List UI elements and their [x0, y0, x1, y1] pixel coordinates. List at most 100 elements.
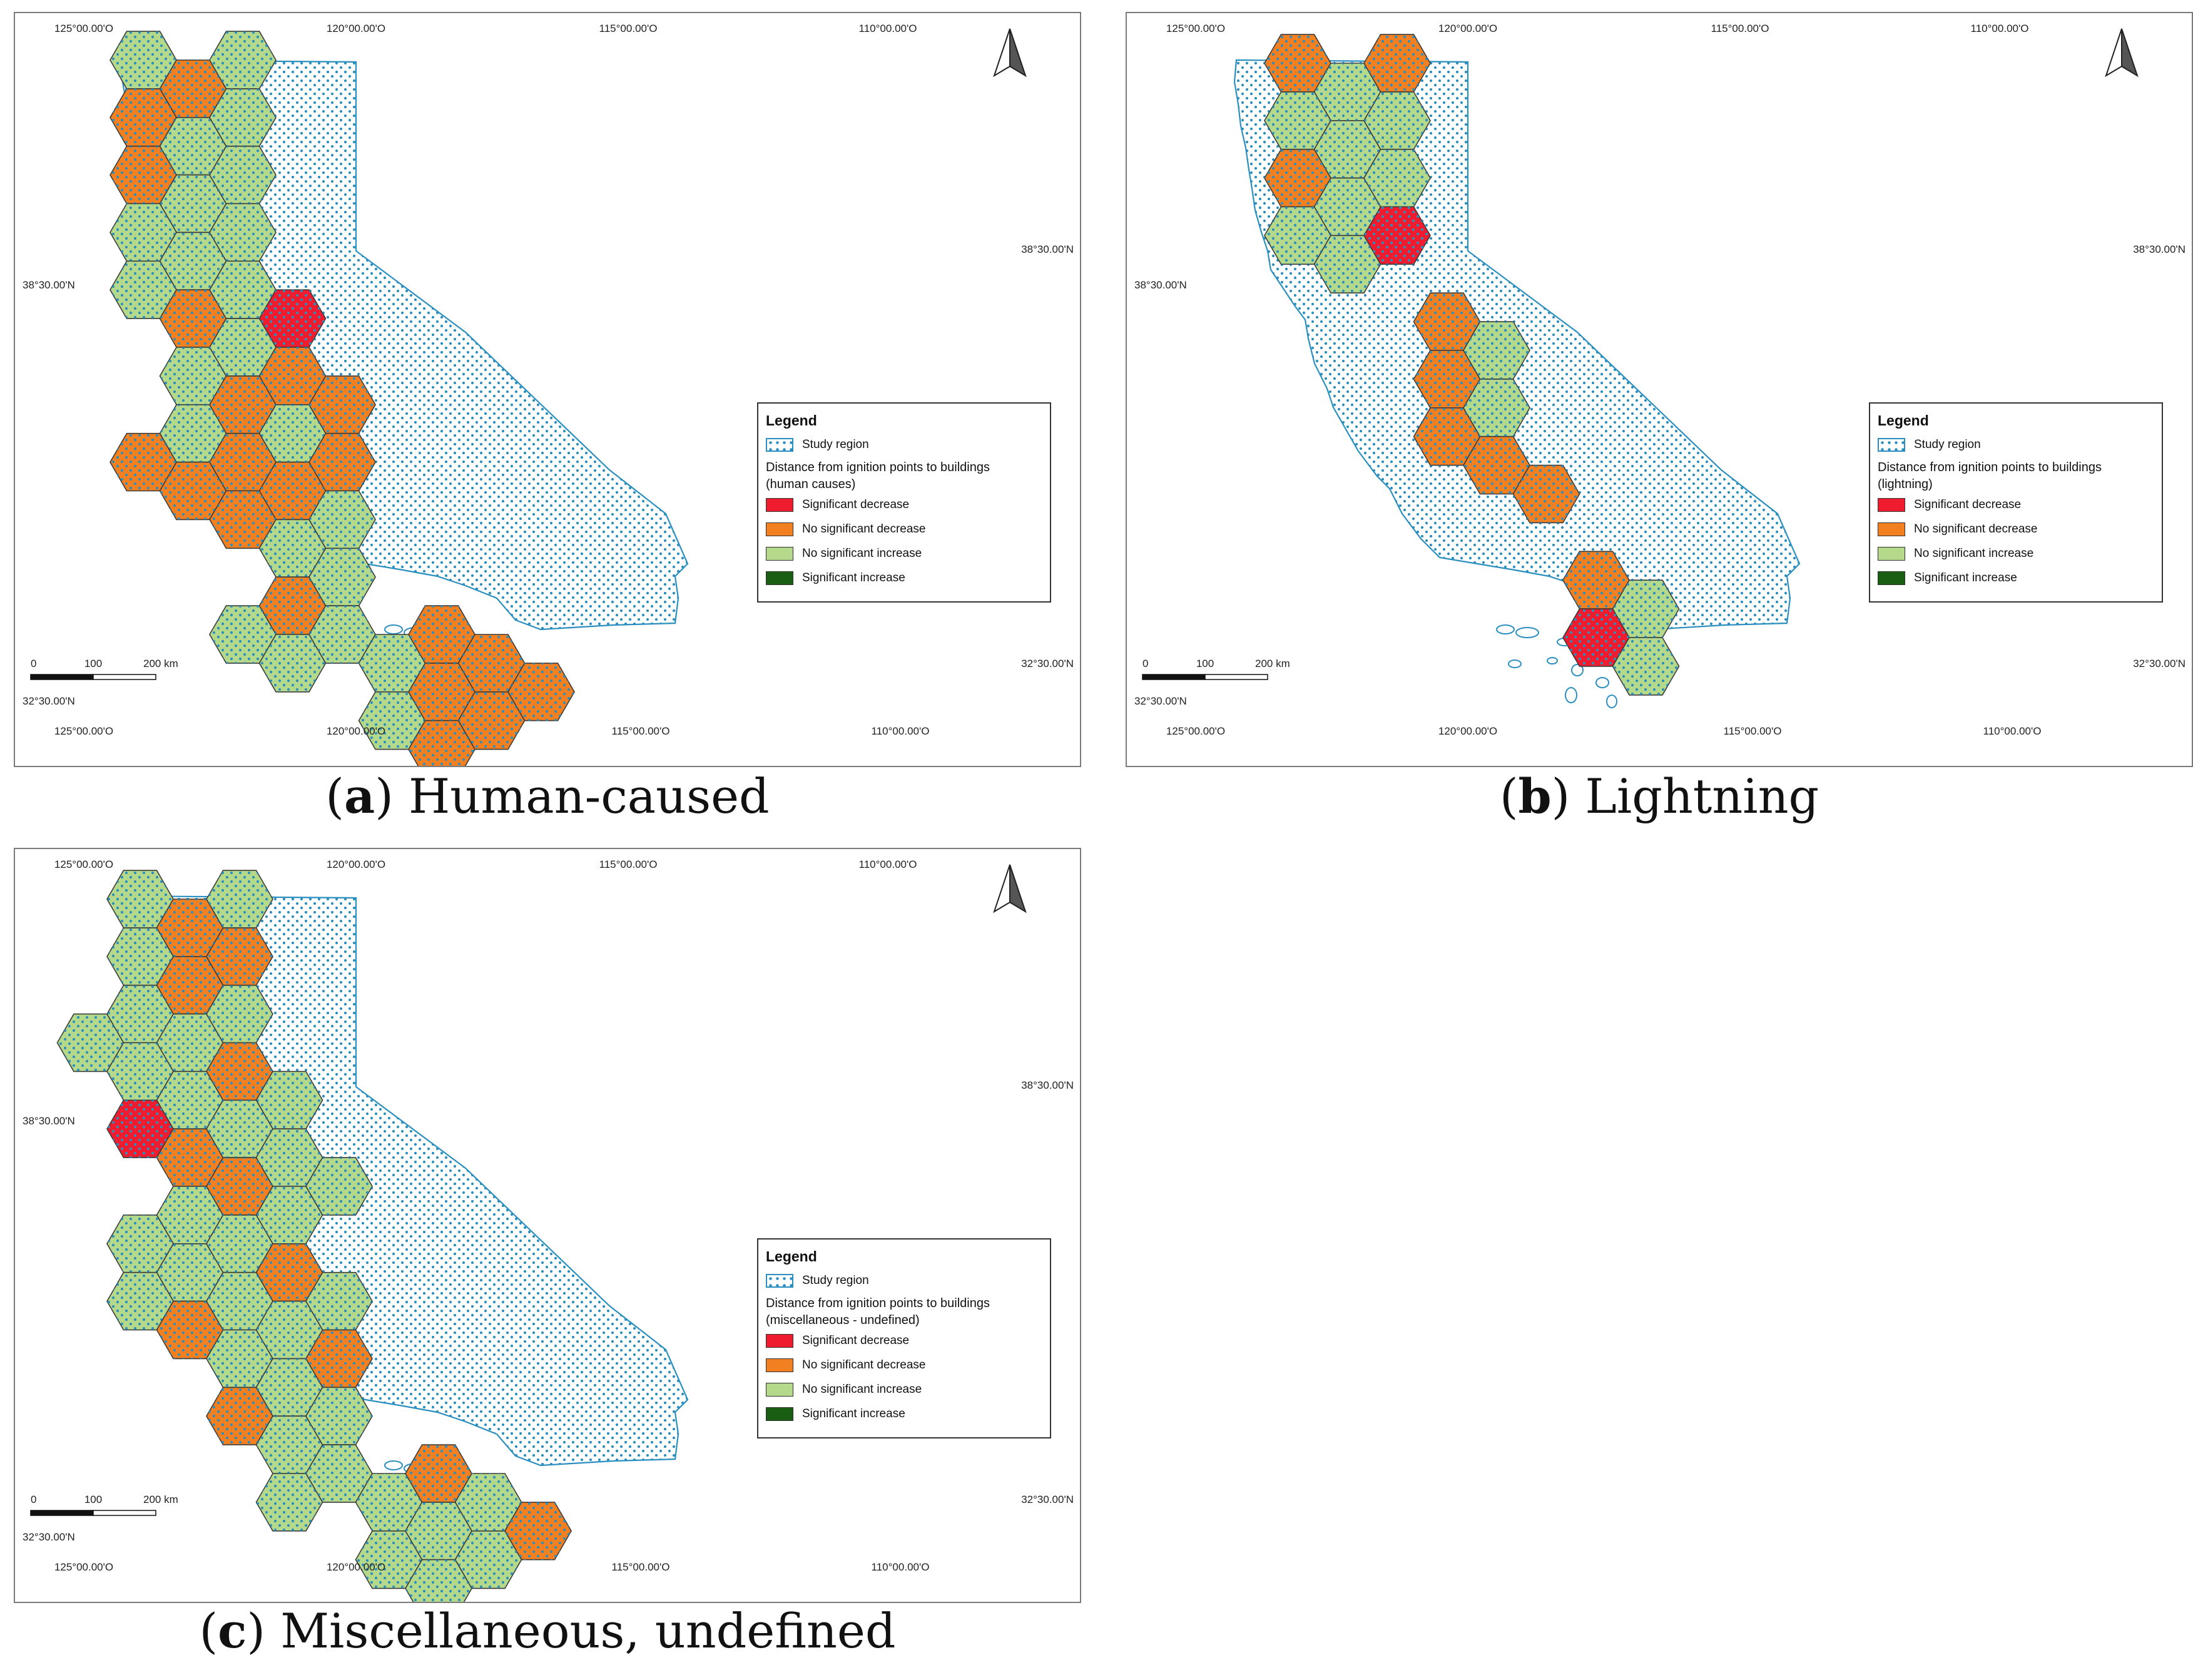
legend-study-label: Study region [1914, 438, 1981, 451]
lon-label-bottom: 110°00.00'O [1983, 725, 2042, 737]
lon-label-bottom: 115°00.00'O [612, 725, 670, 737]
hex-dot-overlay [160, 60, 226, 118]
hex-dot-overlay [210, 203, 276, 262]
lon-label-top: 125°00.00'O [54, 23, 113, 34]
hex-dot-overlay [107, 927, 173, 985]
hex-dot-overlay [309, 491, 375, 549]
legend-box: Legend Study region Distance from igniti… [757, 402, 1051, 603]
swatch-significant-increase [766, 1407, 793, 1421]
lon-label-bottom: 115°00.00'O [1724, 725, 1782, 737]
caption-text: Lightning [1585, 768, 1819, 824]
lon-label-bottom: 125°00.00'O [54, 1561, 113, 1573]
lon-label-top: 115°00.00'O [599, 23, 658, 34]
caption-b: (b) Lightning [1499, 768, 1819, 824]
lon-label-bottom: 115°00.00'O [612, 1561, 670, 1573]
lat-label-right: 32°30.00'N [1021, 1494, 1074, 1505]
lon-label-bottom: 120°00.00'O [327, 1561, 385, 1573]
hex-dot-overlay [259, 462, 326, 520]
island [1515, 627, 1539, 638]
swatch-no-significant-increase [766, 547, 793, 561]
hex-dot-overlay [110, 433, 176, 491]
hex-dot-overlay [206, 1100, 273, 1158]
legend-item-label: No significant increase [802, 547, 922, 560]
legend-subtitle: Distance from ignition points to buildin… [766, 1295, 1044, 1329]
hex-dot-overlay [110, 31, 176, 89]
hex-dot-overlay [1364, 149, 1430, 207]
hex-dot-overlay [1264, 206, 1331, 265]
lat-label-left: 32°30.00'N [23, 695, 75, 707]
lon-label-top: 125°00.00'O [1166, 23, 1225, 34]
hex-dot-overlay [206, 985, 273, 1043]
hex-dot-overlay [210, 261, 276, 319]
hex-dot-overlay [107, 1042, 173, 1101]
hex-dot-overlay [206, 927, 273, 985]
north-arrow-icon [2105, 28, 2139, 78]
hex-dot-overlay [405, 1445, 472, 1502]
lon-label-top: 115°00.00'O [599, 858, 658, 870]
hex-dot-overlay [160, 117, 226, 175]
legend-item-label: Significant increase [802, 1407, 905, 1420]
lat-label-left: 32°30.00'N [1134, 695, 1187, 707]
hex-dot-overlay [210, 88, 276, 146]
hex-dot-overlay [1513, 465, 1580, 523]
legend-study-region: Study region [1878, 438, 2155, 452]
hex-dot-overlay [210, 318, 276, 376]
hex-dot-overlay [156, 1301, 223, 1359]
hex-dot-overlay [210, 606, 276, 663]
hex-dot-overlay [1563, 609, 1629, 666]
hex-dot-overlay [57, 1014, 124, 1072]
legend-subtitle-line2: (miscellaneous - undefined) [766, 1313, 920, 1327]
hex-dot-overlay [160, 175, 226, 233]
hex-dot-overlay [107, 985, 173, 1043]
legend-study-label: Study region [802, 438, 869, 451]
lon-label-top: 110°00.00'O [1971, 23, 2029, 34]
hex-dot-overlay [1413, 350, 1480, 408]
hex-dot-overlay [1612, 638, 1679, 695]
scale-bar: 0 100 200 km [30, 658, 178, 680]
lon-label-bottom: 120°00.00'O [1438, 725, 1497, 737]
island [384, 624, 403, 634]
hex-dot-overlay [160, 462, 226, 520]
legend-item-significant-decrease: Significant decrease [1878, 498, 2155, 512]
legend-title: Legend [1878, 412, 1929, 429]
hex-dot-overlay [256, 1071, 323, 1129]
hex-dot-overlay [306, 1445, 372, 1502]
lon-label-bottom: 110°00.00'O [872, 1561, 930, 1573]
hex-dot-overlay [1314, 235, 1381, 293]
lat-label-left: 32°30.00'N [23, 1531, 75, 1543]
island [1565, 687, 1577, 703]
lon-label-top: 120°00.00'O [327, 858, 385, 870]
hex-dot-overlay [458, 691, 525, 750]
island [1606, 695, 1617, 708]
legend-item-label: Significant increase [802, 571, 905, 584]
hex-dot-overlay [1264, 91, 1331, 150]
legend-box: Legend Study region Distance from igniti… [757, 1238, 1051, 1438]
hex-dot-overlay [1463, 322, 1530, 379]
lat-label-right: 32°30.00'N [2133, 658, 2185, 669]
legend-subtitle-line2: (lightning) [1878, 477, 1933, 491]
island [1547, 657, 1558, 664]
hex-dot-overlay [455, 1530, 522, 1589]
scale-bar-label: 0 [31, 1494, 36, 1505]
legend-item-label: No significant increase [802, 1383, 922, 1396]
hex-dot-overlay [1314, 63, 1381, 121]
hex-dot-overlay [259, 347, 326, 405]
legend-subtitle-line2: (human causes) [766, 477, 856, 491]
north-arrow-icon [993, 28, 1027, 78]
hex-dot-overlay [359, 634, 425, 692]
legend-item-no-significant-increase: No significant increase [766, 1383, 1044, 1397]
island [384, 1460, 403, 1470]
hex-dot-overlay [359, 691, 425, 750]
hex-dot-overlay [160, 232, 226, 290]
study-region-swatch [766, 438, 793, 452]
legend-subtitle-line1: Distance from ignition points to buildin… [766, 1296, 990, 1310]
hex-dot-overlay [458, 634, 525, 692]
lat-label-left: 38°30.00'N [23, 1115, 75, 1127]
legend-item-label: No significant increase [1914, 547, 2034, 560]
lat-label-right: 38°30.00'N [1021, 1079, 1074, 1091]
hex-dot-overlay [206, 1158, 273, 1215]
hex-dot-overlay [259, 634, 326, 692]
hex-dot-overlay [306, 1387, 372, 1445]
lat-label-left: 38°30.00'N [23, 279, 75, 291]
hex-dot-overlay [508, 663, 574, 721]
